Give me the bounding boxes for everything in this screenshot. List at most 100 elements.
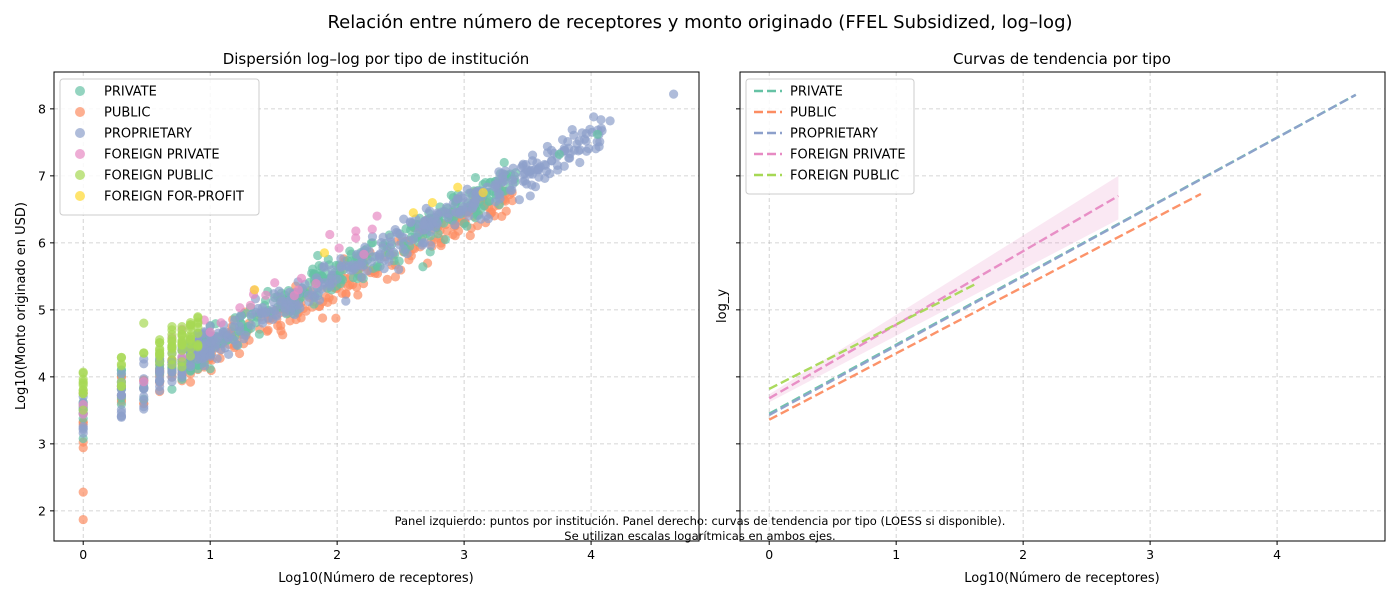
scatter-point-private (254, 329, 264, 339)
figure-note-line-2: Se utilizan escalas logarítmicas en ambo… (564, 529, 835, 543)
scatter-point-proprietary (167, 372, 177, 382)
scatter-point-proprietary (669, 89, 679, 99)
scatter-point-proprietary (542, 141, 553, 152)
scatter-legend-marker-foreign-public (75, 170, 85, 180)
trend-lines (768, 93, 1357, 421)
scatter-point-public (278, 330, 288, 340)
scatter-point-private (418, 262, 428, 272)
scatter-point-proprietary (507, 175, 518, 186)
scatter-point-foreign-public (116, 352, 127, 362)
scatter-point-foreign-public (193, 328, 203, 338)
scatter-point-proprietary (261, 307, 271, 318)
scatter-point-public (78, 514, 88, 525)
scatter-point-proprietary (366, 257, 376, 267)
scatter-point-foreign-public (177, 321, 187, 332)
scatter-point-foreign-private (261, 290, 271, 300)
scatter-legend-marker-foreign-private (75, 149, 85, 159)
scatter-point-foreign-public (185, 336, 196, 346)
scatter-x-tick-label: 1 (206, 547, 214, 562)
scatter-point-proprietary (581, 146, 592, 156)
scatter-point-proprietary (520, 176, 530, 186)
scatter-point-proprietary (314, 295, 325, 305)
scatter-point-private (425, 247, 435, 257)
scatter-point-proprietary (336, 254, 346, 264)
scatter-legend: PRIVATE PUBLIC PROPRIETARY FOREIGN PRIVATE F… (59, 78, 260, 216)
scatter-point-private (470, 172, 481, 183)
trend-line-public (768, 192, 1202, 421)
scatter-point-public (331, 313, 341, 323)
scatter-point-foreign-public (185, 344, 196, 354)
scatter-point-proprietary (362, 266, 372, 276)
scatter-point-proprietary (116, 368, 127, 378)
scatter-point-foreign-for-profit (408, 208, 418, 218)
scatter-x-tick-label: 3 (460, 547, 468, 562)
scatter-y-axis-label: Log10(Monto originado en USD) (14, 202, 29, 410)
scatter-point-foreign-private (205, 327, 215, 337)
scatter-point-proprietary (398, 244, 408, 254)
scatter-point-foreign-for-profit (453, 182, 463, 192)
scatter-point-proprietary (418, 219, 428, 230)
scatter-x-tick-label: 2 (333, 547, 341, 562)
scatter-point-proprietary (295, 303, 305, 313)
scatter-point-proprietary (224, 349, 234, 359)
scatter-point-proprietary (319, 261, 329, 271)
scatter-point-proprietary (408, 234, 419, 244)
scatter-point-proprietary (464, 211, 474, 221)
scatter-point-proprietary (246, 310, 256, 320)
scatter-point-proprietary (514, 195, 524, 205)
scatter-point-public (273, 321, 283, 331)
scatter-point-proprietary (525, 191, 535, 201)
scatter-point-proprietary (246, 320, 256, 330)
scatter-point-proprietary (325, 281, 335, 291)
scatter-point-proprietary (522, 165, 532, 175)
scatter-point-foreign-public (78, 374, 88, 384)
scatter-point-proprietary (471, 195, 481, 205)
scatter-legend-label: FOREIGN PUBLIC (104, 169, 213, 184)
scatter-point-foreign-private (245, 300, 256, 310)
scatter-point-proprietary (417, 240, 427, 250)
trend-x-tick-label: 0 (765, 547, 773, 562)
scatter-point-public (465, 231, 475, 241)
scatter-point-private (459, 219, 469, 229)
scatter-point-proprietary (271, 310, 281, 320)
scatter-point-foreign-public (78, 405, 88, 415)
scatter-point-foreign-public (167, 349, 177, 359)
scatter-legend-label: PUBLIC (104, 106, 150, 121)
scatter-point-foreign-public (155, 338, 165, 348)
scatter-point-proprietary (394, 264, 404, 274)
scatter-point-foreign-public (167, 329, 177, 340)
scatter-point-private (394, 256, 404, 266)
scatter-point-proprietary (360, 242, 370, 252)
trend-panel: Curvas de tendencia por tipo 0 1 2 3 4 Log10… (715, 50, 1386, 586)
scatter-point-private (554, 149, 564, 160)
trend-y-axis-label: log_y (715, 289, 730, 323)
scatter-legend-label: PROPRIETARY (104, 127, 192, 142)
scatter-point-foreign-public (139, 318, 149, 328)
scatter-point-foreign-private (325, 229, 335, 240)
scatter-point-proprietary (527, 150, 538, 160)
scatter-point-proprietary (205, 351, 215, 361)
scatter-legend-label: PRIVATE (104, 85, 157, 100)
scatter-point-proprietary (357, 272, 367, 282)
scatter-point-foreign-private (139, 377, 149, 387)
trend-x-tick-label: 2 (1019, 547, 1027, 562)
scatter-point-foreign-public (116, 377, 127, 387)
scatter-point-public (450, 231, 460, 241)
scatter-point-proprietary (588, 112, 599, 122)
scatter-legend-marker-public (75, 107, 85, 117)
scatter-point-proprietary (230, 315, 240, 325)
scatter-point-public (382, 274, 392, 284)
scatter-point-private (440, 234, 451, 245)
figure-suptitle: Relación entre número de receptores y mo… (327, 12, 1072, 33)
trend-legend-label: PROPRIETARY (790, 127, 878, 142)
trend-legend: PRIVATE PUBLIC PROPRIETARY FOREIGN PRIVATE F… (745, 78, 915, 195)
scatter-point-foreign-private (359, 249, 369, 259)
scatter-legend-label: FOREIGN FOR-PROFIT (104, 190, 244, 205)
trend-legend-label: FOREIGN PRIVATE (790, 148, 906, 163)
scatter-point-foreign-private (296, 273, 307, 283)
scatter-point-foreign-public (155, 357, 165, 367)
scatter-point-proprietary (450, 220, 460, 230)
scatter-point-foreign-public (193, 317, 203, 327)
scatter-point-proprietary (211, 337, 221, 348)
